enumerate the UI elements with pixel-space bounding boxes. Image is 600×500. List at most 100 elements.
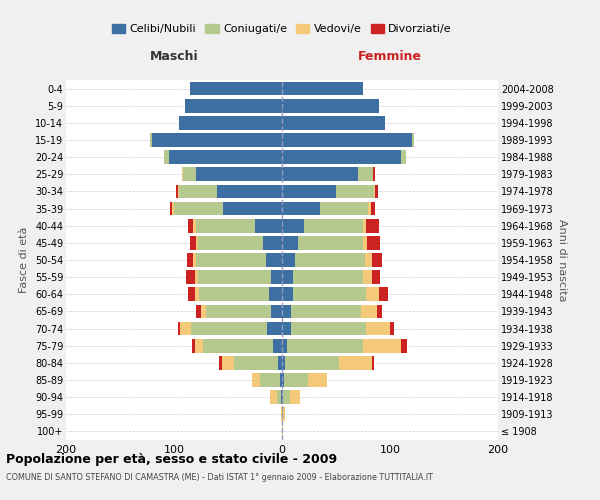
Bar xyxy=(186,270,194,284)
Bar xyxy=(176,184,178,198)
Bar xyxy=(179,116,282,130)
Bar xyxy=(220,356,221,370)
Bar xyxy=(379,288,388,301)
Bar xyxy=(196,168,282,181)
Bar xyxy=(293,270,363,284)
Bar xyxy=(320,202,368,215)
Bar xyxy=(282,270,293,284)
Bar xyxy=(308,373,328,387)
Bar xyxy=(282,202,320,215)
Bar xyxy=(280,373,282,387)
Bar xyxy=(401,339,407,352)
Bar xyxy=(152,133,282,147)
Text: Maschi: Maschi xyxy=(149,50,199,62)
Bar xyxy=(282,116,385,130)
Bar xyxy=(401,150,406,164)
Text: Popolazione per età, sesso e stato civile - 2009: Popolazione per età, sesso e stato civil… xyxy=(6,452,337,466)
Bar xyxy=(282,168,358,181)
Bar xyxy=(412,133,414,147)
Bar xyxy=(304,219,363,232)
Bar xyxy=(169,150,282,164)
Bar xyxy=(282,236,298,250)
Bar xyxy=(150,133,152,147)
Bar xyxy=(363,270,371,284)
Bar xyxy=(282,288,293,301)
Bar xyxy=(282,82,363,96)
Bar xyxy=(283,408,285,421)
Bar xyxy=(193,339,194,352)
Bar xyxy=(282,304,290,318)
Bar xyxy=(282,390,283,404)
Bar xyxy=(390,322,394,336)
Bar xyxy=(196,236,198,250)
Bar xyxy=(298,236,363,250)
Bar xyxy=(201,304,206,318)
Bar xyxy=(217,184,282,198)
Bar xyxy=(371,253,382,267)
Bar xyxy=(178,184,179,198)
Bar xyxy=(282,253,295,267)
Bar xyxy=(269,288,282,301)
Bar xyxy=(190,236,196,250)
Bar xyxy=(193,219,196,232)
Bar xyxy=(187,253,193,267)
Bar xyxy=(287,339,363,352)
Bar xyxy=(367,236,380,250)
Bar xyxy=(198,236,263,250)
Bar xyxy=(194,270,198,284)
Bar xyxy=(283,390,290,404)
Bar xyxy=(281,390,282,404)
Text: Femmine: Femmine xyxy=(358,50,422,62)
Bar xyxy=(282,373,284,387)
Bar xyxy=(290,390,301,404)
Bar xyxy=(271,304,282,318)
Bar xyxy=(366,288,379,301)
Bar xyxy=(282,339,287,352)
Bar xyxy=(185,99,282,112)
Bar xyxy=(282,408,283,421)
Bar xyxy=(266,253,282,267)
Bar xyxy=(293,288,366,301)
Bar xyxy=(290,304,361,318)
Bar xyxy=(196,219,255,232)
Bar xyxy=(277,390,281,404)
Bar xyxy=(375,184,378,198)
Bar xyxy=(336,184,374,198)
Bar xyxy=(371,202,375,215)
Bar xyxy=(271,270,282,284)
Bar xyxy=(282,424,283,438)
Y-axis label: Fasce di età: Fasce di età xyxy=(19,227,29,293)
Bar xyxy=(196,253,266,267)
Bar xyxy=(194,339,203,352)
Bar xyxy=(339,356,371,370)
Bar xyxy=(373,168,375,181)
Bar xyxy=(366,322,390,336)
Bar xyxy=(255,219,282,232)
Bar xyxy=(282,356,285,370)
Bar xyxy=(358,168,373,181)
Y-axis label: Anni di nascita: Anni di nascita xyxy=(557,219,568,301)
Bar xyxy=(203,339,274,352)
Bar xyxy=(164,150,169,164)
Bar xyxy=(193,253,196,267)
Bar xyxy=(282,219,304,232)
Bar xyxy=(361,304,377,318)
Bar xyxy=(263,236,282,250)
Bar xyxy=(371,356,374,370)
Bar xyxy=(295,253,365,267)
Bar xyxy=(260,373,280,387)
Bar xyxy=(172,202,174,215)
Bar xyxy=(206,304,271,318)
Bar xyxy=(371,270,380,284)
Bar xyxy=(282,150,401,164)
Bar xyxy=(281,408,282,421)
Bar xyxy=(194,288,199,301)
Bar xyxy=(368,202,371,215)
Bar xyxy=(188,288,194,301)
Bar xyxy=(284,373,308,387)
Bar xyxy=(188,219,193,232)
Bar xyxy=(182,168,196,181)
Bar xyxy=(377,304,382,318)
Bar xyxy=(198,270,271,284)
Bar xyxy=(274,339,282,352)
